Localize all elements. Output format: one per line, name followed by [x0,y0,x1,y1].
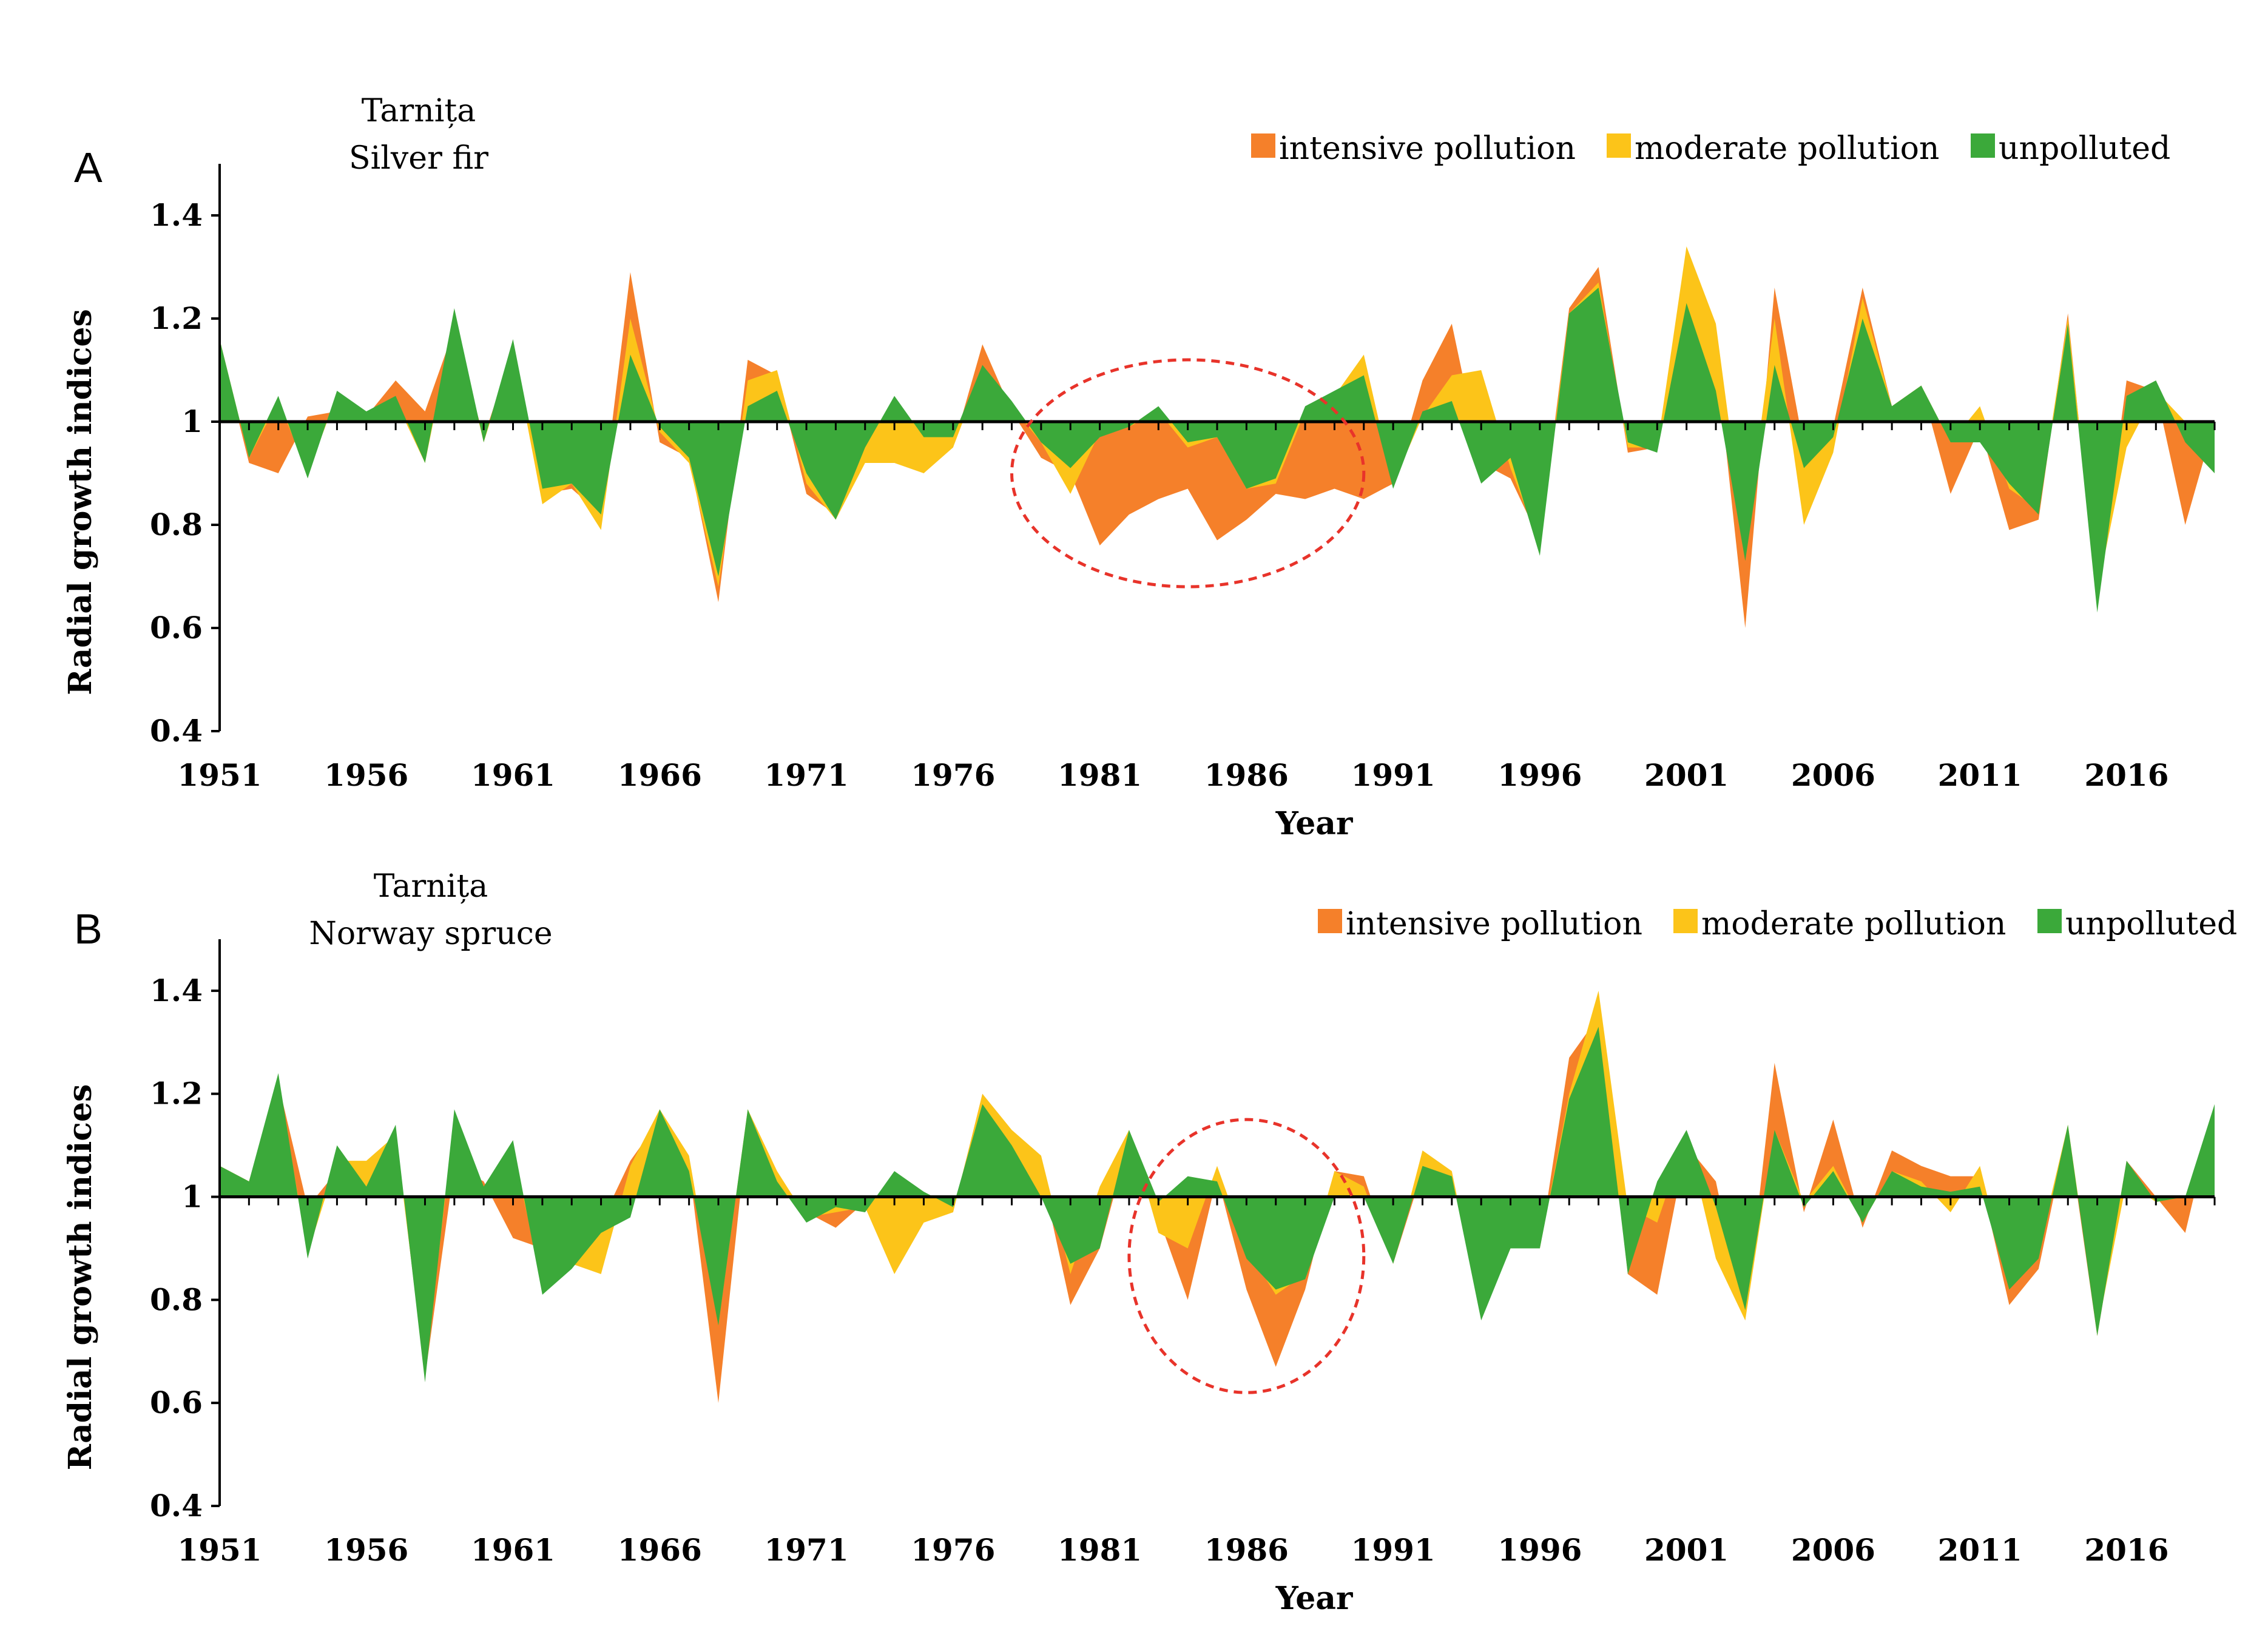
x-tick-label: 1971 [764,757,848,793]
x-tick-label: 1991 [1351,757,1436,793]
x-tick-label: 1981 [1058,757,1142,793]
x-tick-label: 1991 [1351,1532,1436,1568]
legend-swatch-moderate-pollution [1673,909,1698,933]
x-tick-label: 2016 [2084,1532,2168,1568]
x-tick-label: 2001 [1644,757,1729,793]
chart-title-line: Tarnița [374,868,488,905]
x-tick-label: 1961 [471,1532,555,1568]
y-tick-label: 0.6 [150,610,203,646]
legend-label: moderate pollution [1701,906,2006,942]
legend-swatch-intensive-pollution [1318,909,1342,933]
y-tick-label: 1 [181,1179,203,1215]
legend-label: unpolluted [1999,130,2170,167]
x-tick-label: 1976 [911,757,995,793]
x-tick-label: 1976 [911,1532,995,1568]
legend-label: intensive pollution [1346,906,1642,942]
x-tick-label: 1966 [618,1532,702,1568]
chart-panel-b: B Tarnița Norway spruce 0.4 0.6 0.8 1 1.2 1.4 195… [62,868,2237,1617]
x-tick-label: 2011 [1938,757,2022,793]
x-tick-label: 1971 [764,1532,848,1568]
y-tick-label: 0.8 [150,1281,203,1317]
area-series-unpolluted [220,288,2215,613]
x-tick-label: 1996 [1497,757,1582,793]
x-tick-label: 2011 [1938,1532,2022,1568]
x-tick-label: 1956 [324,757,408,793]
x-tick-label: 1996 [1497,1532,1582,1568]
x-tick-label: 1986 [1204,757,1289,793]
y-tick-label: 0.4 [150,1488,203,1524]
panel-letter: B [74,905,103,953]
x-tick-label: 1951 [177,757,262,793]
legend-swatch-unpolluted [1971,133,1995,158]
highlight-ellipse [1010,358,1366,589]
panel-letter: A [74,144,103,191]
y-tick-label: 0.4 [150,713,203,749]
legend-label: intensive pollution [1279,130,1576,167]
x-axis-label: Year [1275,805,1353,842]
x-axis-label: Year [1275,1580,1353,1617]
y-axis-label: Radial growth indices [62,1084,99,1471]
x-tick-label: 1986 [1204,1532,1289,1568]
area-series-unpolluted [220,1027,2215,1383]
y-tick-label: 0.6 [150,1385,203,1420]
area-series-intensive-pollution [220,1016,2215,1403]
y-tick-label: 1.4 [150,973,203,1008]
x-tick-label: 1956 [324,1532,408,1568]
legend-swatch-intensive-pollution [1251,133,1275,158]
highlight-ellipse [1127,1118,1366,1394]
chart-title-line: Norway spruce [309,916,552,952]
x-tick-label: 2016 [2084,757,2168,793]
legend-swatch-unpolluted [2037,909,2062,933]
x-tick-label: 1951 [177,1532,262,1568]
y-tick-label: 1 [181,403,203,439]
y-tick-label: 0.8 [150,507,203,542]
legend-swatch-moderate-pollution [1607,133,1631,158]
chart-title-line: Tarnița [362,93,476,129]
x-tick-label: 1981 [1058,1532,1142,1568]
legend-label: moderate pollution [1635,130,1939,167]
x-tick-label: 2006 [1791,757,1875,793]
chart-panel-a: A Tarnița Silver fir 0.4 0.6 0.8 1 1.2 1.4 1951 19… [62,93,2216,842]
x-tick-label: 2006 [1791,1532,1875,1568]
y-tick-label: 1.4 [150,197,203,233]
y-tick-label: 1.2 [150,300,203,336]
x-tick-label: 1966 [618,757,702,793]
x-tick-label: 1961 [471,757,555,793]
x-tick-label: 2001 [1644,1532,1729,1568]
y-tick-label: 1.2 [150,1076,203,1112]
area-series-intensive-pollution [220,267,2215,628]
legend-label: unpolluted [2065,906,2237,942]
y-axis-label: Radial growth indices [62,309,99,695]
chart-title-line: Silver fir [349,140,488,177]
